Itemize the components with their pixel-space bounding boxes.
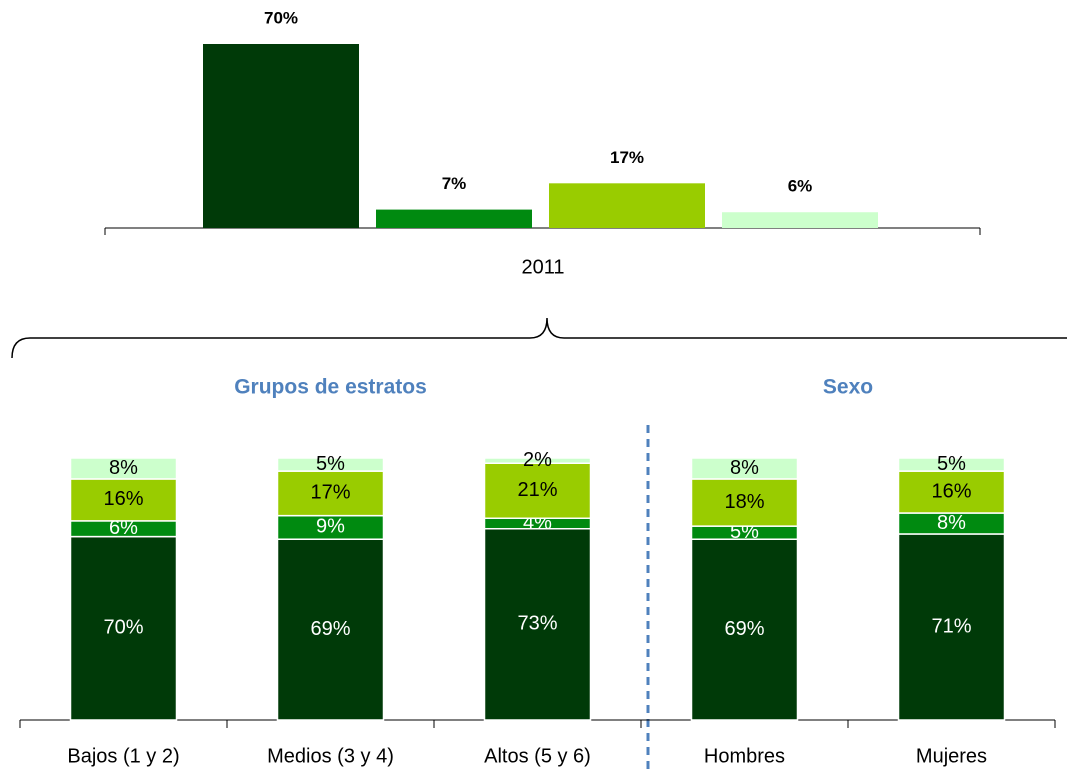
- brace: [11, 317, 1067, 359]
- value-label: 9%: [316, 516, 345, 538]
- value-label: 21%: [517, 479, 557, 501]
- x-tick-label: Altos (5 y 6): [484, 745, 591, 767]
- x-tick-label: Mujeres: [916, 745, 987, 767]
- bar-segment: [897, 457, 1006, 472]
- value-label: 18%: [724, 491, 764, 513]
- bar-segment: [897, 533, 1006, 721]
- value-label: 70%: [103, 617, 143, 639]
- value-label: 8%: [109, 457, 138, 479]
- value-label: 17%: [310, 482, 350, 504]
- bar-segment: [69, 535, 178, 721]
- bar-segment: [483, 462, 592, 520]
- x-tick-label: Bajos (1 y 2): [67, 745, 179, 767]
- value-label: 5%: [937, 453, 966, 475]
- bar: [722, 212, 878, 228]
- value-label: 7%: [442, 174, 467, 193]
- value-label: 73%: [517, 613, 557, 635]
- group-title: Grupos de estratos: [234, 376, 427, 399]
- value-label: 70%: [264, 8, 298, 27]
- bar-segment: [276, 457, 385, 472]
- value-label: 69%: [724, 618, 764, 640]
- value-label: 8%: [937, 512, 966, 534]
- value-label: 6%: [788, 177, 813, 196]
- bar-segment: [276, 538, 385, 721]
- bar: [376, 209, 532, 228]
- x-tick-label: 2011: [521, 256, 564, 278]
- bar-segment: [483, 457, 592, 464]
- x-tick-label: Hombres: [704, 745, 785, 767]
- group-title: Sexo: [823, 376, 873, 399]
- bar-segment: [69, 478, 178, 522]
- value-label: 5%: [316, 453, 345, 475]
- bar-segment: [897, 470, 1006, 514]
- value-label: 17%: [610, 148, 644, 167]
- bar-segment: [69, 457, 178, 480]
- bar-segment: [690, 538, 799, 721]
- value-label: 71%: [931, 615, 971, 637]
- bar: [203, 44, 359, 228]
- bar: [549, 183, 705, 228]
- value-label: 2%: [523, 449, 552, 471]
- value-label: 16%: [103, 488, 143, 510]
- bar-segment: [690, 478, 799, 527]
- bar-segment: [483, 527, 592, 721]
- x-tick-label: Medios (3 y 4): [267, 745, 394, 767]
- value-label: 69%: [310, 618, 350, 640]
- value-label: 8%: [730, 457, 759, 479]
- value-label: 16%: [931, 480, 971, 502]
- value-label: 6%: [109, 517, 138, 539]
- bar-segment: [276, 470, 385, 517]
- bar-segment: [690, 457, 799, 480]
